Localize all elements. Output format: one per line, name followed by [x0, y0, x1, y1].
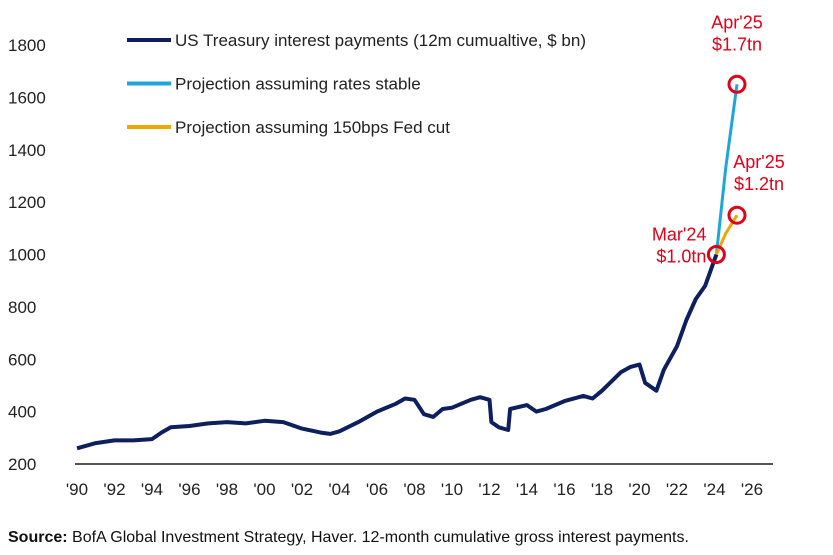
x-tick-label: '16 — [553, 480, 575, 499]
y-tick-label: 1000 — [8, 246, 46, 265]
y-tick-label: 400 — [8, 403, 36, 422]
x-tick-label: '04 — [328, 480, 350, 499]
annotation-label: $1.0tn — [656, 247, 706, 267]
y-tick-label: 1600 — [8, 88, 46, 107]
annotation-label: $1.2tn — [734, 174, 784, 194]
x-tick-label: '22 — [666, 480, 688, 499]
legend-label-2: Projection assuming 150bps Fed cut — [175, 118, 450, 137]
x-tick-label: '02 — [291, 480, 313, 499]
y-tick-label: 1800 — [8, 36, 46, 55]
x-tick-label: '96 — [178, 480, 200, 499]
series-line-0 — [76, 253, 719, 451]
x-tick-label: '92 — [103, 480, 125, 499]
x-tick-label: '90 — [66, 480, 88, 499]
x-tick-label: '98 — [216, 480, 238, 499]
source-note: Source: BofA Global Investment Strategy,… — [8, 529, 689, 547]
x-tick-label: '14 — [516, 480, 538, 499]
annotation-label: $1.7tn — [712, 34, 762, 54]
x-tick-label: '10 — [441, 480, 463, 499]
x-tick-label: '94 — [141, 480, 163, 499]
legend-label-0: US Treasury interest payments (12m cumua… — [175, 31, 586, 50]
annotation-label: Mar'24 — [652, 225, 706, 245]
series-line-1 — [714, 84, 739, 255]
y-tick-label: 1200 — [8, 193, 46, 212]
annotation-label: Apr'25 — [733, 152, 784, 172]
y-tick-label: 800 — [8, 298, 36, 317]
annotation-circle — [727, 74, 747, 94]
x-tick-label: '12 — [478, 480, 500, 499]
x-tick-label: '08 — [403, 480, 425, 499]
x-tick-label: '18 — [591, 480, 613, 499]
annotation-circle — [727, 205, 747, 225]
annotation-label: Apr'25 — [711, 12, 762, 32]
y-tick-label: 600 — [8, 350, 36, 369]
source-label: Source: — [8, 529, 68, 546]
y-tick-label: 1400 — [8, 141, 46, 160]
y-tick-label: 200 — [8, 455, 36, 474]
source-text: BofA Global Investment Strategy, Haver. … — [67, 529, 689, 546]
x-tick-label: '20 — [628, 480, 650, 499]
annotation-circle — [706, 245, 726, 264]
legend-label-1: Projection assuming rates stable — [175, 75, 421, 94]
x-tick-label: '06 — [366, 480, 388, 499]
x-tick-label: '24 — [703, 480, 725, 499]
x-tick-label: '00 — [253, 480, 275, 499]
x-tick-label: '26 — [741, 480, 763, 499]
